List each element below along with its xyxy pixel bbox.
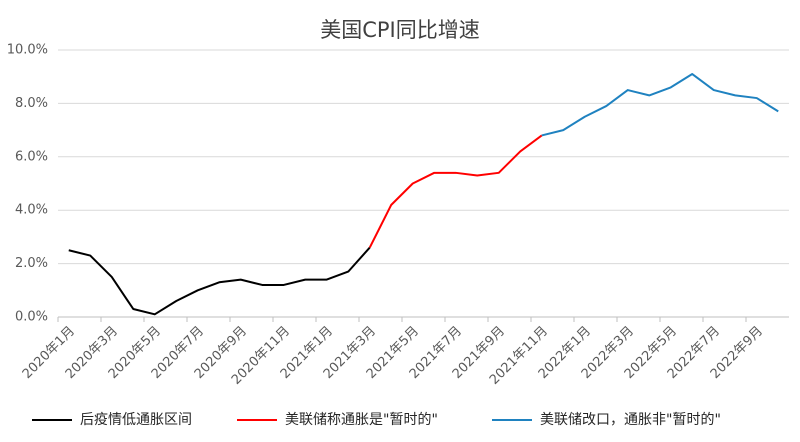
series-line	[68, 246, 371, 316]
y-tick-label: 10.0%	[7, 43, 48, 58]
y-tick-label: 0.0%	[15, 310, 48, 325]
y-tick-label: 6.0%	[15, 149, 48, 164]
legend-label: 后疫情低通胀区间	[80, 412, 192, 428]
legend-label: 美联储改口，通胀非"暂时的"	[540, 412, 721, 428]
chart-title: 美国CPI同比增速	[320, 18, 480, 42]
y-tick-label: 2.0%	[15, 256, 48, 271]
series-line	[368, 134, 543, 249]
legend-label: 美联储称通胀是"暂时的"	[285, 412, 438, 428]
y-tick-label: 8.0%	[15, 96, 48, 111]
y-tick-label: 4.0%	[15, 203, 48, 218]
series-line	[541, 73, 779, 137]
